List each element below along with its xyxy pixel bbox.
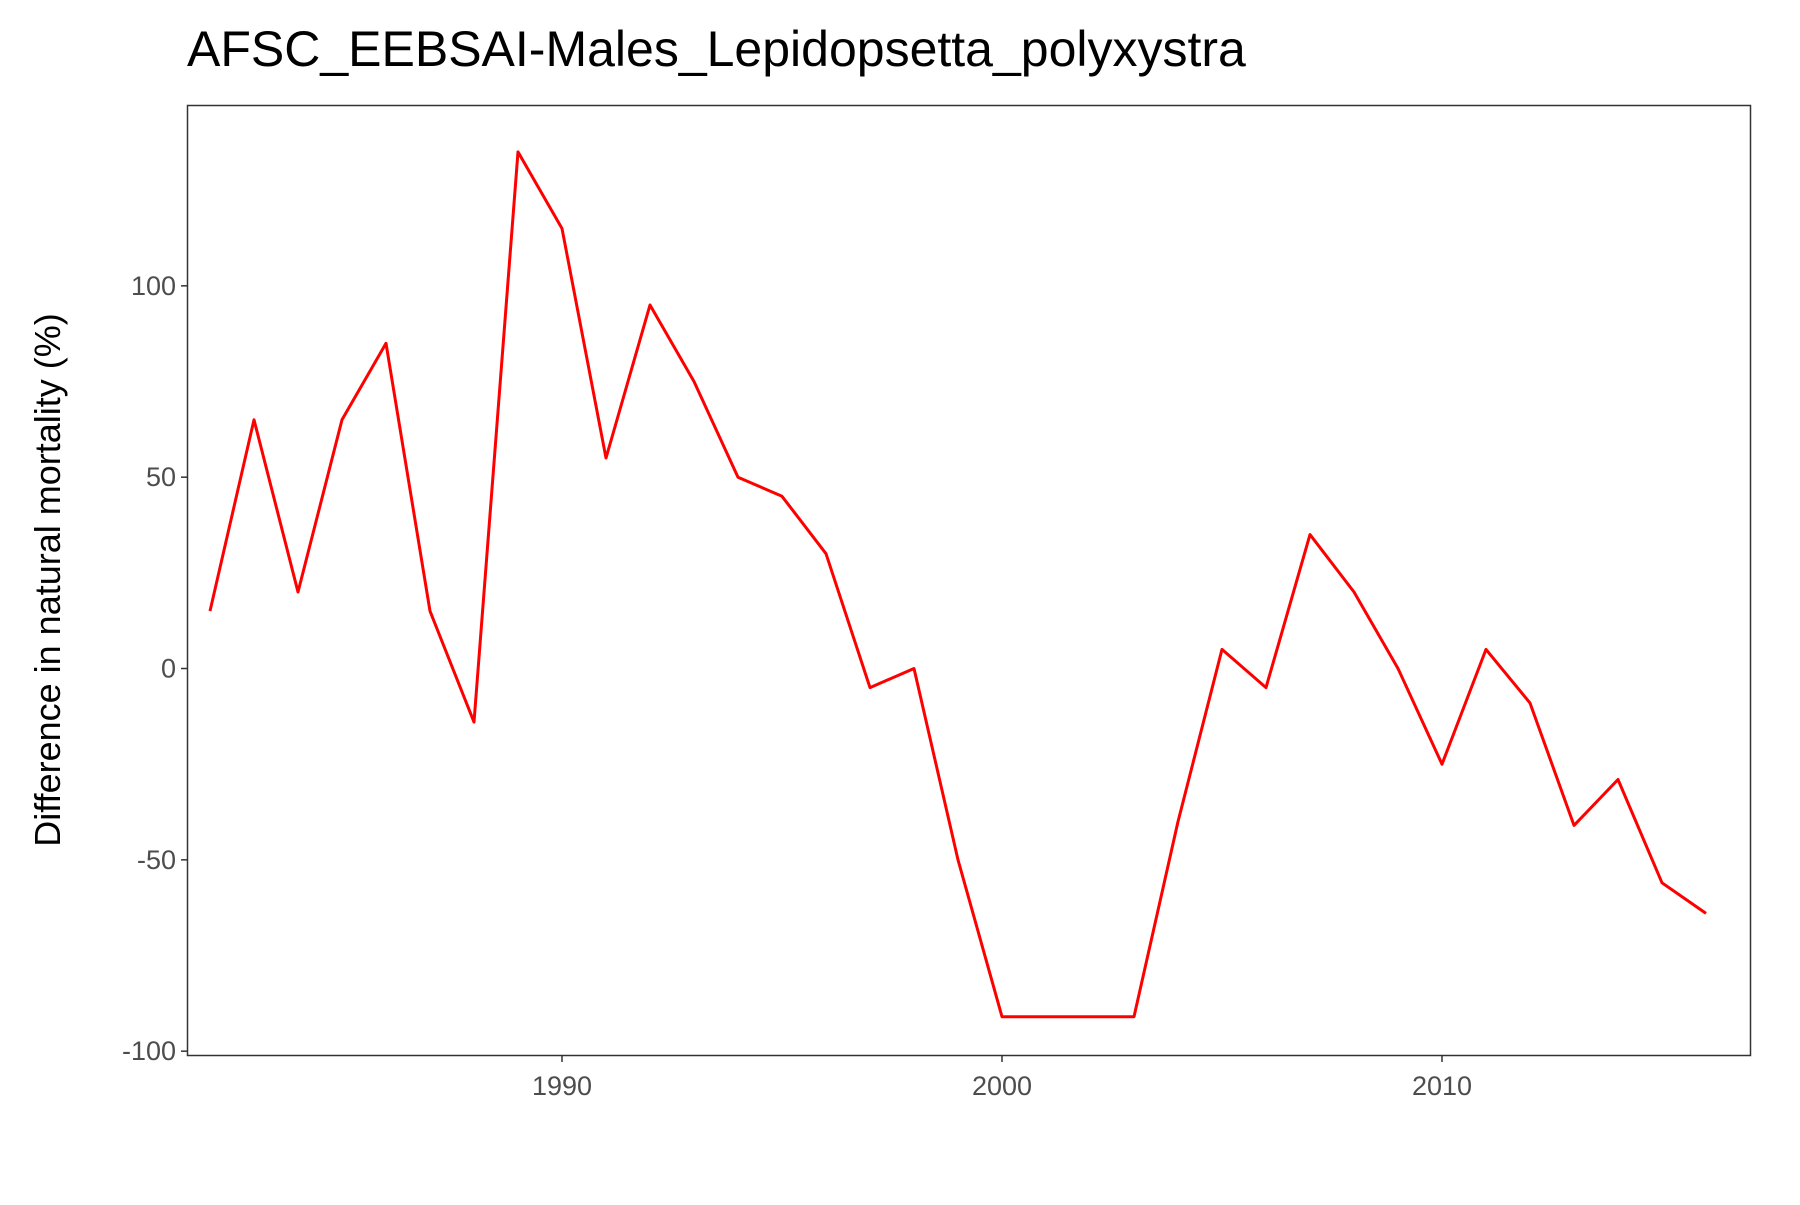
y-tick-label: -50 bbox=[137, 845, 176, 875]
x-tick-label: 2010 bbox=[1412, 1071, 1472, 1101]
plot-panel-border bbox=[186, 104, 1752, 1057]
x-tick-label: 2000 bbox=[972, 1071, 1032, 1101]
x-tick-label: 1990 bbox=[532, 1071, 592, 1101]
series-layer bbox=[208, 150, 1707, 1019]
chart-title: AFSC_EEBSAI-Males_Lepidopsetta_polyxystr… bbox=[187, 21, 1246, 77]
y-tick-label: 50 bbox=[146, 462, 176, 492]
y-tick-label: -100 bbox=[122, 1036, 176, 1066]
series-line bbox=[208, 150, 1707, 1019]
y-tick-label: 100 bbox=[131, 271, 176, 301]
y-tick-label: 0 bbox=[161, 654, 176, 684]
y-axis-title: Difference in natural mortality (%) bbox=[27, 313, 68, 847]
axis-layer: -100 -50 0 50 100 1990 2000 2010 bbox=[122, 271, 1472, 1101]
